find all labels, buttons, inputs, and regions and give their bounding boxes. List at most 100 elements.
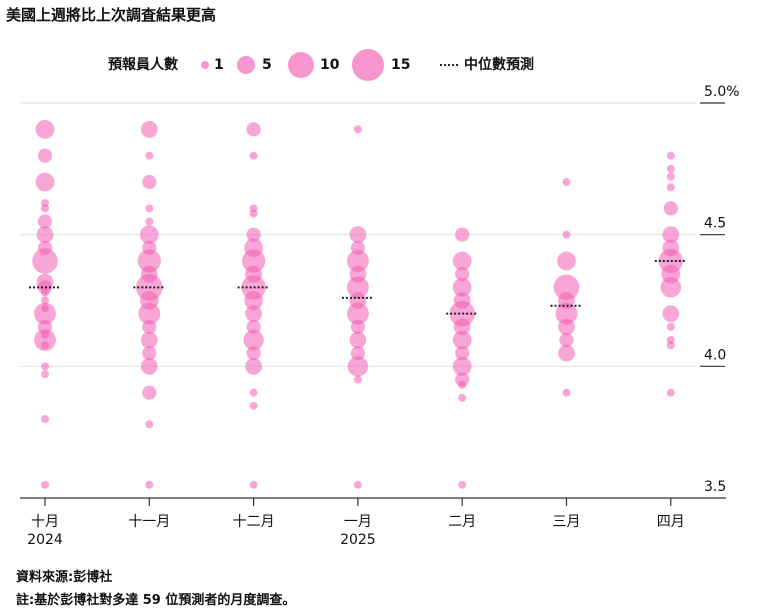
forecast-bubble	[458, 393, 467, 402]
forecast-bubble	[349, 226, 367, 244]
forecast-bubble	[243, 329, 264, 351]
forecast-bubble	[249, 388, 258, 397]
forecast-bubble	[346, 302, 369, 325]
forecast-bubble	[455, 227, 470, 242]
legend-size-label-15: 15	[391, 57, 411, 73]
forecast-bubble	[41, 362, 49, 371]
forecast-bubble	[145, 204, 154, 213]
forecast-bubble	[41, 296, 49, 305]
forecast-bubble	[145, 151, 154, 160]
forecast-bubble	[138, 302, 161, 325]
legend-bubble-15	[352, 49, 384, 81]
source-note: 資料來源:彭博社	[16, 570, 113, 585]
forecast-bubble	[245, 305, 262, 323]
legend-count-label: 預報員人數	[108, 57, 178, 73]
x-tick-label: 四月	[657, 514, 685, 530]
forecast-bubble	[145, 217, 154, 226]
forecast-bubble	[245, 357, 262, 375]
x-tick-label: 三月	[553, 514, 581, 530]
forecast-bubble	[142, 319, 157, 334]
forecast-bubble	[452, 356, 472, 376]
forecast-bubble	[41, 288, 49, 297]
forecast-bubble	[140, 120, 158, 138]
forecast-bubble	[562, 178, 571, 186]
forecast-bubble	[140, 357, 158, 375]
forecast-bubble	[41, 204, 49, 213]
footnote: 註:基於彭博社對多達 59 位預測者的月度調查。	[16, 593, 296, 608]
forecast-bubble	[666, 172, 675, 181]
forecast-bubble	[452, 251, 472, 271]
forecast-bubble	[455, 267, 470, 282]
forecast-bubble	[35, 172, 55, 192]
forecast-bubble	[41, 341, 49, 350]
forecast-bubble	[452, 330, 472, 350]
legend-graphic	[201, 49, 458, 81]
forecast-bubble	[139, 225, 159, 245]
forecast-bubble	[249, 151, 258, 160]
forecast-bubble	[145, 420, 154, 429]
forecast-bubble	[346, 276, 369, 299]
x-tick-label: 二月	[448, 514, 476, 530]
forecast-bubble	[145, 480, 154, 489]
x-tick-label: 一月	[344, 514, 372, 530]
forecast-bubble	[557, 251, 576, 271]
x-tick-label: 十二月	[233, 514, 275, 530]
forecast-bubble	[246, 319, 261, 334]
forecast-bubble	[349, 331, 367, 349]
forecast-bubble	[142, 174, 157, 190]
forecast-bubble	[453, 318, 471, 336]
legend-size-label-1: 1	[214, 57, 224, 73]
legend-bubble-10	[288, 52, 314, 78]
legend-median-label: 中位數預測	[464, 57, 534, 73]
forecast-bubble	[34, 329, 56, 351]
forecast-bubble	[41, 415, 49, 423]
forecast-bubble	[353, 480, 362, 489]
forecast-bubble	[660, 277, 681, 298]
chart-area: 5.0% 4.5 4.0 3.5 十月 2024 十一月 十二月 一月 2025 二月 三月 四月	[20, 84, 740, 548]
legend-size-label-10: 10	[320, 57, 340, 73]
forecast-bubble	[249, 401, 258, 410]
x-tick-label: 十月	[31, 514, 59, 530]
forecast-bubble	[249, 209, 258, 218]
forecast-bubble	[666, 322, 675, 331]
forecast-bubble	[246, 346, 261, 361]
forecast-bubble	[666, 341, 675, 350]
forecast-bubble	[32, 248, 58, 274]
forecast-bubble	[34, 302, 56, 325]
forecast-bubble	[558, 344, 575, 362]
forecast-bubble	[41, 370, 49, 379]
forecast-bubble	[350, 346, 365, 361]
x-tick-label: 十一月	[128, 514, 170, 530]
forecast-bubble	[242, 249, 266, 273]
y-tick-label: 5.0%	[704, 84, 740, 100]
forecast-bubble	[35, 119, 55, 139]
forecast-bubble	[37, 214, 53, 229]
forecast-bubble	[246, 227, 261, 242]
forecast-bubble	[249, 480, 258, 489]
forecast-bubble	[662, 305, 680, 323]
forecast-bubble	[666, 183, 675, 192]
forecast-bubble	[455, 346, 470, 361]
forecast-bubble	[666, 164, 675, 173]
forecast-bubble	[562, 230, 571, 239]
forecast-bubble	[346, 250, 369, 272]
legend-size-label-5: 5	[262, 57, 272, 73]
forecast-bubble	[246, 122, 261, 137]
forecast-bubble	[41, 480, 49, 489]
forecast-bubble	[142, 385, 157, 400]
forecast-bubble	[36, 226, 54, 244]
forecast-bubble	[458, 480, 467, 489]
legend-bubble-5	[237, 56, 255, 74]
forecast-bubble	[558, 318, 575, 336]
x-tick-sublabel: 2024	[27, 532, 63, 548]
y-tick-label: 4.5	[704, 216, 726, 232]
forecast-bubble	[140, 331, 158, 349]
legend: 預報員人數 1 5 10 15 中位數預測	[0, 48, 760, 84]
forecast-bubble	[353, 375, 362, 384]
forecast-bubble	[559, 332, 574, 348]
forecast-bubble	[555, 302, 578, 325]
forecast-bubble	[662, 226, 680, 244]
forecast-bubble	[458, 380, 467, 389]
forecast-bubble	[666, 388, 675, 397]
forecast-bubble	[137, 249, 161, 273]
